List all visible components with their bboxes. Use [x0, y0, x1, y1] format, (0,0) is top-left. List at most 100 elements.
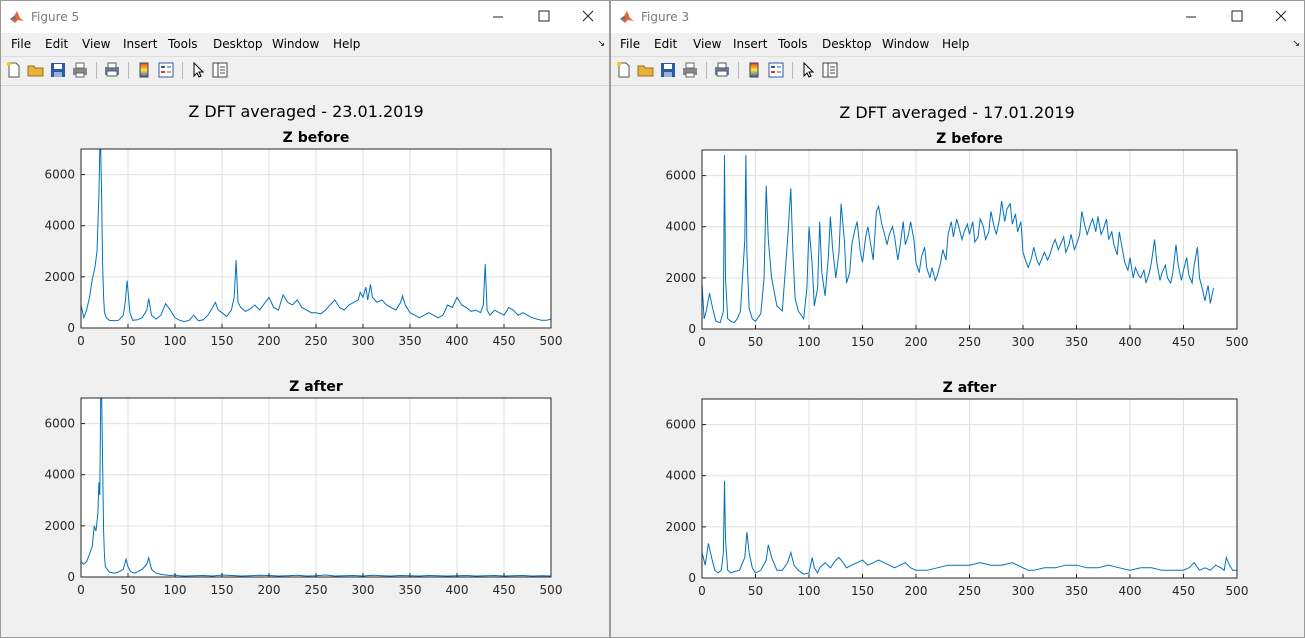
print-preview-icon[interactable]	[103, 61, 121, 79]
axes-before[interactable]: 0 50 100 150 200 250 300 350 400 450 500 0 2000 4000 6…	[665, 131, 1248, 349]
title-bar[interactable]: Figure 5	[1, 1, 609, 33]
y-tick-label: 4000	[44, 219, 75, 233]
property-inspector-icon[interactable]	[821, 61, 839, 79]
axes-title: Z after	[289, 379, 343, 395]
x-tick-label: 150	[851, 335, 874, 349]
new-figure-icon[interactable]	[615, 61, 633, 79]
menu-edit[interactable]: Edit	[654, 37, 678, 51]
x-tick-label: 150	[211, 583, 234, 597]
colorbar-icon[interactable]	[745, 61, 763, 79]
axes-after[interactable]: 0 50 100 150 200 250 300 350 400 450 500 0 2000 4000 6…	[665, 380, 1248, 598]
menu-edit[interactable]: Edit	[45, 37, 69, 51]
minimize-button[interactable]	[475, 1, 521, 33]
x-tick-label: 300	[352, 583, 375, 597]
legend-icon[interactable]	[767, 61, 785, 79]
close-button[interactable]	[565, 1, 610, 33]
open-file-icon[interactable]	[27, 61, 45, 79]
y-tick-label: 2000	[665, 271, 696, 285]
matlab-logo-icon	[10, 11, 24, 23]
x-tick-label: 50	[120, 583, 135, 597]
menu-view[interactable]: View	[693, 37, 722, 51]
x-tick-label: 150	[851, 584, 874, 598]
x-tick-label: 350	[399, 334, 422, 348]
new-figure-icon[interactable]	[5, 61, 23, 79]
x-tick-label: 50	[748, 335, 763, 349]
dock-arrow-icon[interactable]: ↘	[1292, 39, 1300, 49]
x-tick-label: 500	[540, 334, 563, 348]
figure-window-5: Figure 5 File Edit View Insert Tools Des…	[0, 0, 610, 638]
x-tick-label: 250	[305, 334, 328, 348]
data-line	[81, 398, 551, 577]
menu-desktop[interactable]: Desktop	[822, 37, 872, 51]
toolbar-separator	[738, 62, 739, 79]
x-tick-label: 0	[77, 583, 85, 597]
maximize-button[interactable]	[521, 1, 567, 33]
menu-help[interactable]: Help	[333, 37, 361, 51]
x-tick-label: 100	[164, 583, 187, 597]
x-tick-label: 300	[352, 334, 375, 348]
toolbar-separator	[182, 62, 183, 79]
print-preview-icon[interactable]	[713, 61, 731, 79]
close-button[interactable]	[1258, 1, 1304, 33]
axes-before[interactable]: 0 50 100 150 200 250 300 350 400 450 500 0 2000 4000 6…	[44, 130, 562, 348]
x-tick-label: 450	[493, 334, 516, 348]
menu-view[interactable]: View	[82, 37, 111, 51]
axes-title: Z after	[943, 380, 997, 396]
axes-title: Z before	[936, 131, 1003, 147]
x-tick-label: 100	[164, 334, 187, 348]
minimize-button[interactable]	[1168, 1, 1214, 33]
y-tick-label: 2000	[44, 270, 75, 284]
menu-file[interactable]: File	[11, 37, 32, 51]
legend-icon[interactable]	[157, 61, 175, 79]
print-icon[interactable]	[681, 61, 699, 79]
edit-plot-arrow-icon[interactable]	[189, 61, 207, 79]
open-file-icon[interactable]	[637, 61, 655, 79]
data-line	[702, 155, 1214, 324]
y-tick-label: 0	[688, 322, 696, 336]
menu-tools[interactable]: Tools	[778, 37, 808, 51]
data-line	[81, 149, 551, 323]
window-title: Figure 3	[641, 10, 690, 24]
dock-arrow-icon[interactable]: ↘	[597, 39, 605, 49]
maximize-button[interactable]	[1214, 1, 1260, 33]
x-tick-label: 50	[120, 334, 135, 348]
menu-bar: File Edit View Insert Tools Desktop Wind…	[611, 33, 1304, 56]
x-tick-label: 150	[211, 334, 234, 348]
save-icon[interactable]	[49, 61, 67, 79]
menu-desktop[interactable]: Desktop	[213, 37, 263, 51]
menu-insert[interactable]: Insert	[123, 37, 158, 51]
data-line	[702, 480, 1237, 575]
print-icon[interactable]	[71, 61, 89, 79]
menu-tools[interactable]: Tools	[168, 37, 198, 51]
menu-insert[interactable]: Insert	[733, 37, 768, 51]
toolbar-separator	[96, 62, 97, 79]
edit-plot-arrow-icon[interactable]	[799, 61, 817, 79]
y-tick-label: 6000	[665, 169, 696, 183]
figure-toolbar	[611, 56, 1304, 86]
matlab-logo-icon	[620, 11, 634, 23]
title-bar[interactable]: Figure 3	[611, 1, 1304, 33]
x-tick-label: 50	[748, 584, 763, 598]
menu-help[interactable]: Help	[942, 37, 970, 51]
axes-title: Z before	[283, 130, 350, 146]
property-inspector-icon[interactable]	[211, 61, 229, 79]
save-icon[interactable]	[659, 61, 677, 79]
x-tick-label: 450	[493, 583, 516, 597]
menu-bar: File Edit View Insert Tools Desktop Wind…	[1, 33, 609, 56]
toolbar-separator	[706, 62, 707, 79]
x-tick-label: 0	[77, 334, 85, 348]
colorbar-icon[interactable]	[135, 61, 153, 79]
x-tick-label: 250	[305, 583, 328, 597]
x-tick-label: 0	[698, 584, 706, 598]
menu-window[interactable]: Window	[882, 37, 930, 51]
window-title: Figure 5	[31, 10, 80, 24]
y-tick-label: 2000	[665, 520, 696, 534]
menu-file[interactable]: File	[620, 37, 641, 51]
toolbar-separator	[128, 62, 129, 79]
super-title: Z DFT averaged - 23.01.2019	[188, 102, 423, 121]
menu-window[interactable]: Window	[272, 37, 320, 51]
y-tick-label: 0	[67, 570, 75, 584]
y-tick-label: 4000	[665, 469, 696, 483]
x-tick-label: 300	[1012, 335, 1035, 349]
axes-after[interactable]: 0 50 100 150 200 250 300 350 400 450 500 0 2000 4000 6…	[44, 379, 562, 597]
